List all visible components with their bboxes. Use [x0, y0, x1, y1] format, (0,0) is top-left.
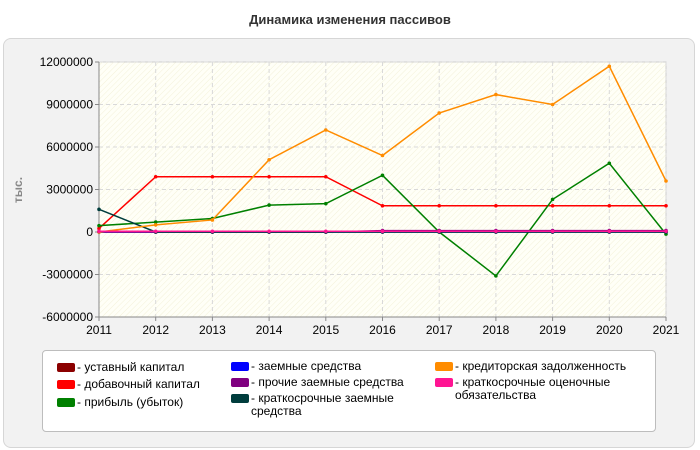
x-tick-label: 2011 — [86, 323, 112, 337]
x-tick-label: 2013 — [199, 323, 226, 337]
chart-title: Динамика изменения пассивов — [249, 12, 451, 27]
y-tick-label: -3000000 — [42, 268, 93, 282]
data-point — [97, 223, 101, 228]
data-point — [550, 102, 555, 107]
data-point — [153, 229, 158, 234]
data-point — [267, 203, 271, 207]
series-lines — [97, 64, 668, 278]
series-7 — [97, 229, 668, 234]
series-1 — [97, 174, 668, 231]
y-tick-label: 0 — [86, 225, 93, 239]
data-point — [607, 64, 612, 69]
data-point — [210, 229, 215, 234]
data-point — [437, 203, 442, 208]
axes — [95, 61, 667, 321]
data-point — [210, 218, 215, 222]
data-point — [494, 203, 498, 208]
data-point — [550, 229, 555, 234]
data-point — [380, 203, 385, 208]
data-point — [97, 207, 101, 212]
data-point — [324, 174, 328, 179]
data-point — [664, 203, 668, 208]
tick-labels: 12000000 9000000 6000000 3000000 0 -3000000 -6… — [40, 55, 680, 337]
data-point — [494, 274, 498, 278]
data-point — [210, 174, 215, 179]
y-axis-label: тыс. — [11, 177, 25, 203]
data-point — [664, 179, 668, 183]
series-2 — [97, 161, 668, 278]
y-tick-label: 3000000 — [46, 183, 93, 197]
legend-swatch — [57, 363, 75, 372]
legend-swatch — [231, 362, 249, 371]
legend-label: - добавочный капитал — [77, 377, 200, 391]
data-point — [380, 173, 385, 178]
data-point — [380, 153, 385, 158]
legend-label: - заемные средства — [251, 359, 362, 373]
data-point — [267, 157, 271, 162]
data-point — [664, 229, 668, 234]
legend-swatch — [231, 394, 249, 403]
legend-label: - прибыль (убыток) — [77, 395, 184, 409]
x-tick-label: 2012 — [142, 323, 169, 337]
x-tick-label: 2021 — [653, 323, 680, 337]
data-point — [153, 223, 158, 227]
legend-swatch — [231, 378, 249, 387]
legend-label: - краткосрочные заемные средства — [251, 391, 394, 418]
legend-swatch — [57, 398, 75, 407]
data-point — [324, 201, 328, 206]
data-point — [494, 92, 498, 97]
data-point — [380, 229, 385, 234]
y-tick-label: -6000000 — [42, 310, 93, 324]
legend-label: - кредиторская задолженность — [455, 359, 627, 373]
data-point — [153, 174, 158, 179]
x-tick-label: 2020 — [596, 323, 623, 337]
data-point — [607, 203, 612, 208]
x-tick-label: 2015 — [312, 323, 339, 337]
data-point — [97, 229, 101, 234]
data-point — [437, 229, 442, 234]
data-point — [494, 229, 498, 234]
series-6 — [97, 64, 668, 234]
legend-swatch — [57, 380, 75, 389]
data-point — [97, 226, 101, 231]
data-point — [153, 220, 158, 224]
data-point — [267, 174, 271, 179]
x-tick-label: 2019 — [539, 323, 566, 337]
data-point — [550, 197, 555, 202]
legend-label: - прочие заемные средства — [251, 375, 404, 389]
legend: - уставный капитал - добавочный капитал - … — [42, 350, 656, 432]
x-tick-label: 2017 — [426, 323, 453, 337]
legend-label: - уставный капитал — [77, 360, 185, 374]
legend-label: - краткосрочные оценочные обязательства — [455, 375, 611, 402]
data-point — [324, 128, 328, 132]
legend-swatch — [435, 362, 453, 371]
data-point — [267, 229, 271, 234]
x-tick-label: 2016 — [369, 323, 396, 337]
data-point — [437, 111, 442, 115]
legend-swatch — [435, 378, 453, 387]
x-tick-label: 2018 — [483, 323, 510, 337]
data-point — [607, 161, 612, 166]
x-tick-label: 2014 — [256, 323, 283, 337]
y-tick-label: 9000000 — [46, 98, 93, 112]
y-tick-label: 12000000 — [40, 55, 94, 69]
data-point — [607, 229, 612, 234]
data-point — [550, 203, 555, 208]
y-tick-label: 6000000 — [46, 140, 93, 154]
data-point — [324, 229, 328, 234]
